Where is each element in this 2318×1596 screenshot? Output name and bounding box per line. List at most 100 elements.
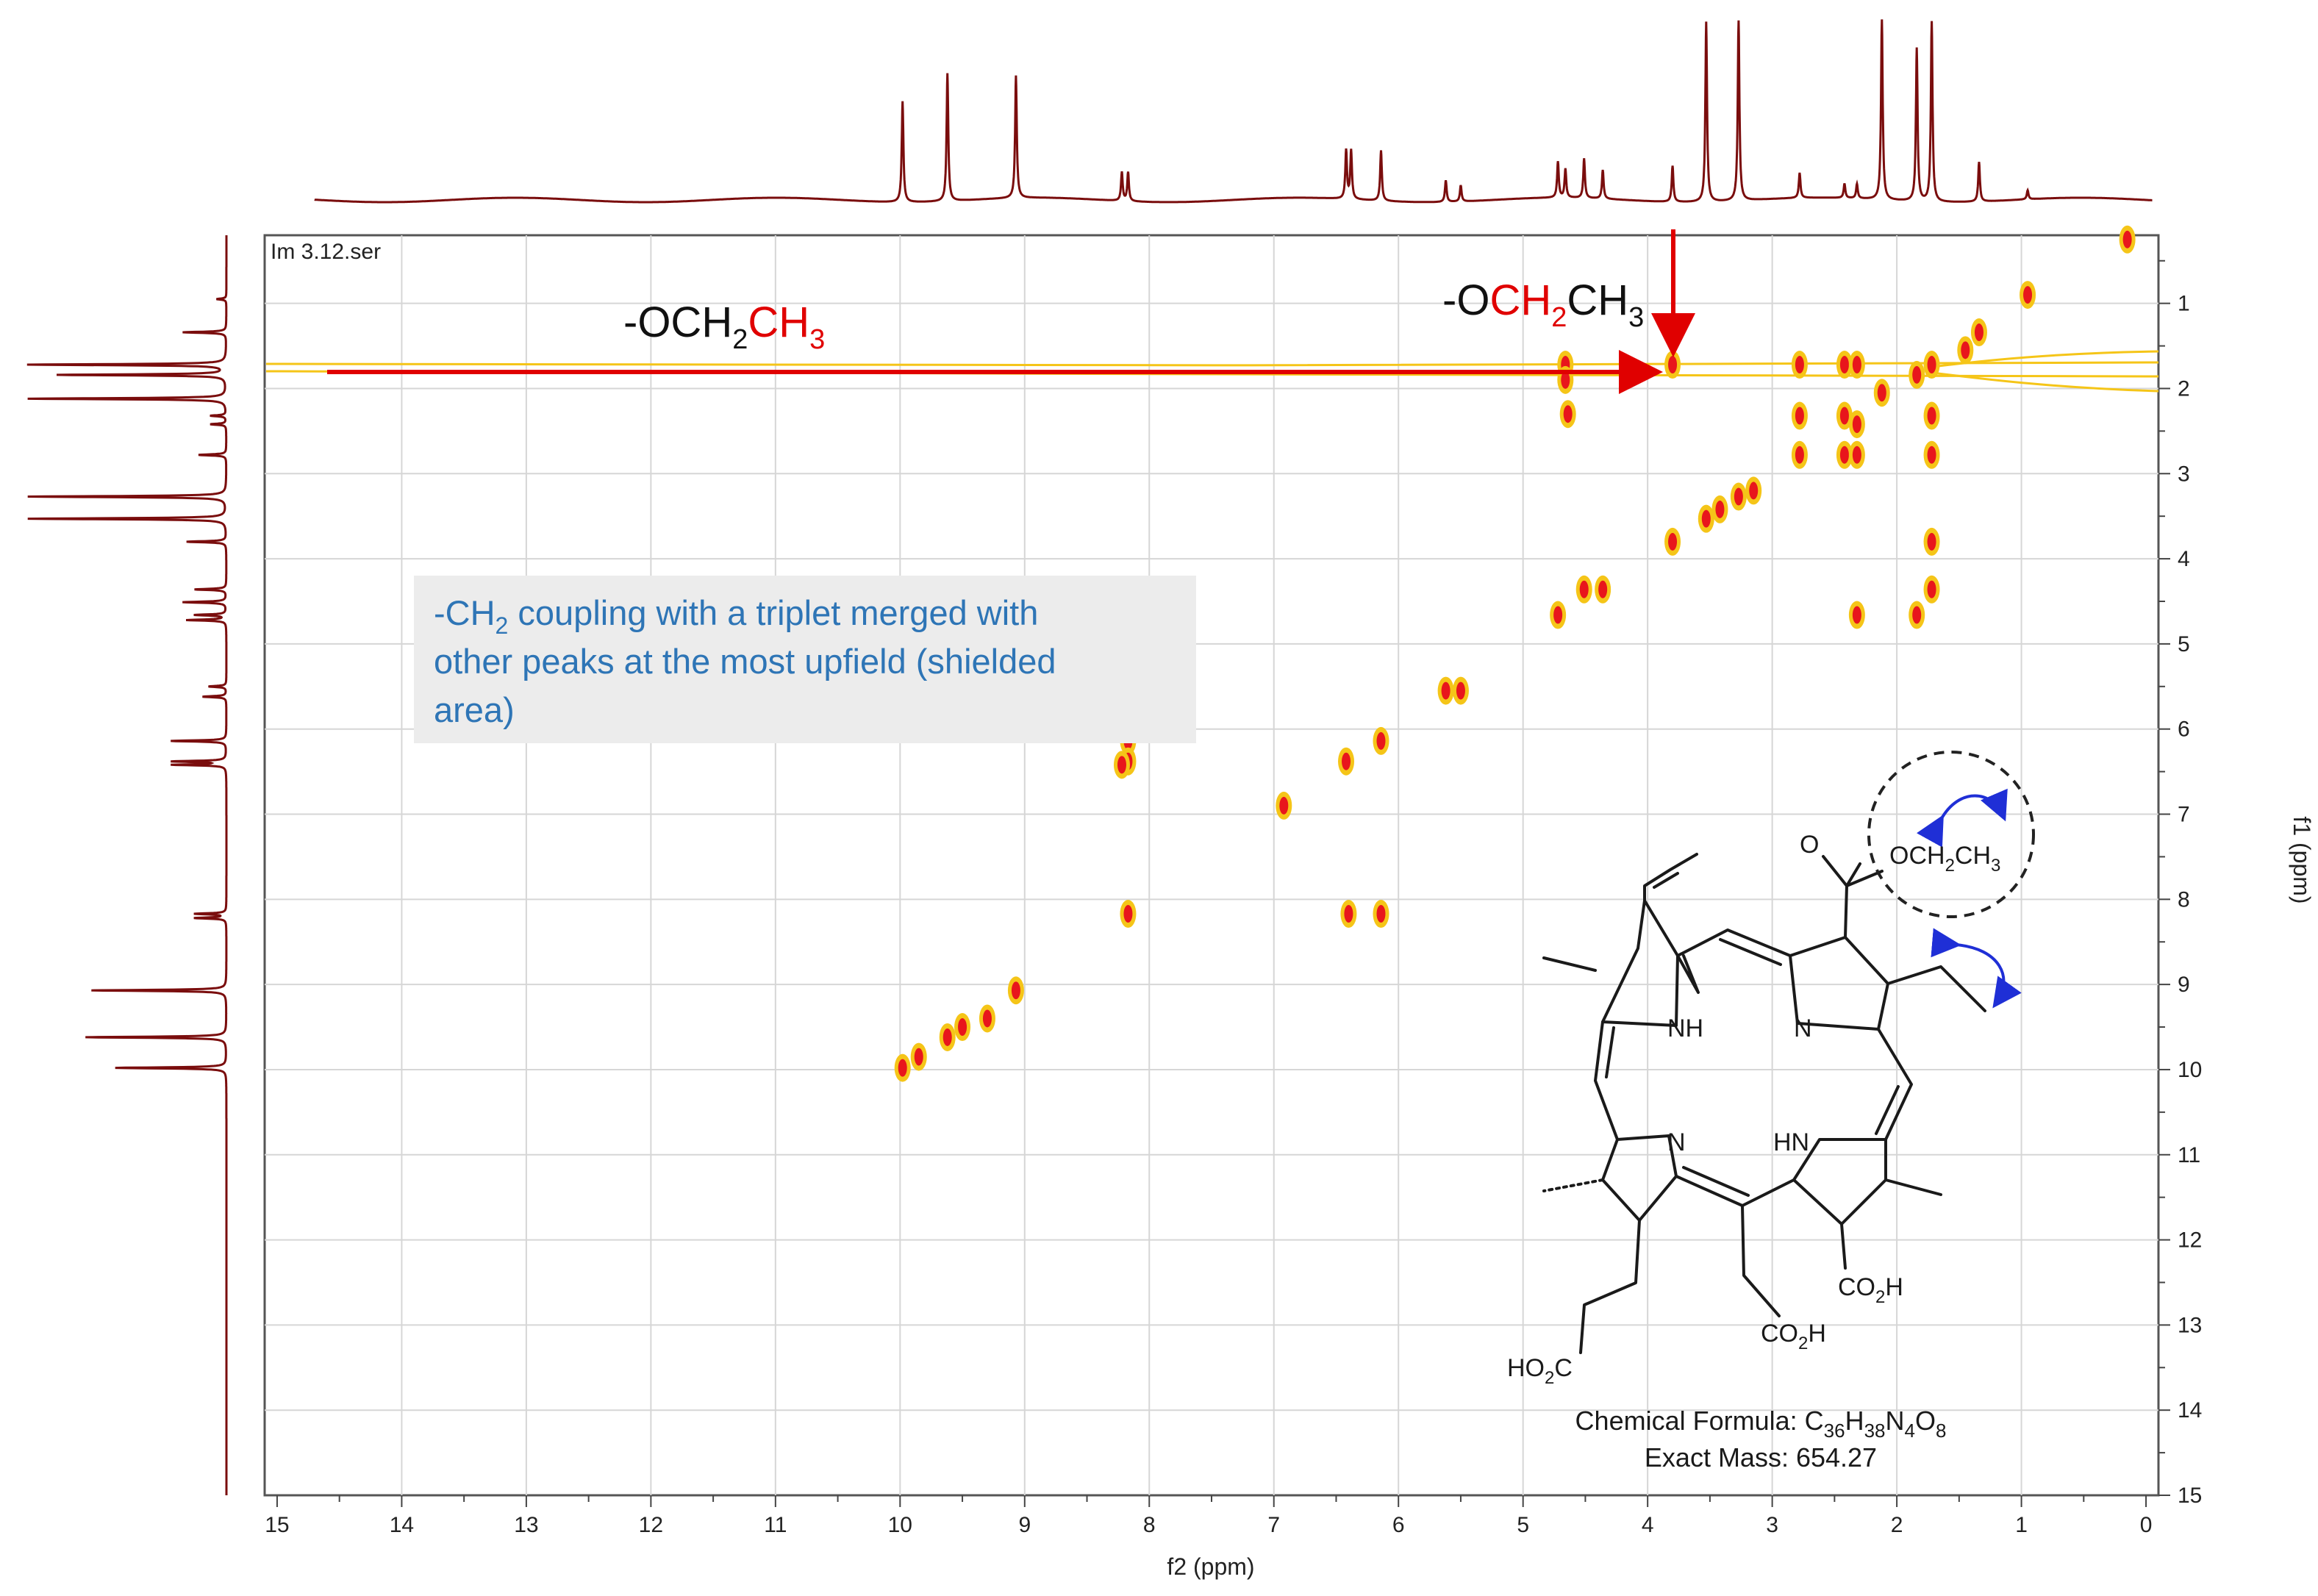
- cross-peak: [2020, 281, 2036, 309]
- label-co2h-middle: CO2H: [1761, 1320, 1826, 1353]
- cross-peak: [1909, 360, 1925, 389]
- cross-peaks-layer: [894, 225, 2136, 1082]
- grid-lines: [265, 235, 2158, 1495]
- x-tick-label: 14: [390, 1513, 414, 1537]
- cross-peak: [1923, 351, 1940, 379]
- y-tick-label: 4: [2178, 547, 2190, 571]
- y-tick-label: 11: [2178, 1143, 2200, 1167]
- cross-peak: [979, 1004, 995, 1033]
- label-nh-top: NH: [1667, 1015, 1703, 1042]
- y-tick-label: 13: [2178, 1313, 2202, 1337]
- label-ho2c: HO2C: [1507, 1354, 1573, 1388]
- cross-peak: [1452, 676, 1469, 705]
- x-tick-label: 3: [1766, 1513, 1778, 1537]
- cross-peak: [1923, 575, 1940, 604]
- cross-peak: [1791, 401, 1808, 430]
- methyl-annotation: -OCH2CH3: [623, 298, 825, 355]
- cross-peak: [1745, 476, 1762, 505]
- cross-peak: [1711, 495, 1728, 523]
- chemical-formula: Chemical Formula: C36H38N4O8: [1575, 1406, 1947, 1442]
- x-tick-label: 8: [1143, 1513, 1156, 1537]
- cross-peak: [954, 1013, 971, 1042]
- cross-peak: [1730, 482, 1747, 511]
- cross-peak: [1437, 676, 1454, 705]
- label-co2h-right: CO2H: [1838, 1273, 1903, 1307]
- y-tick-label: 10: [2178, 1058, 2202, 1082]
- exact-mass: Exact Mass: 654.27: [1645, 1442, 1877, 1472]
- label-hn-bottom: HN: [1773, 1128, 1809, 1156]
- y-tick-label: 6: [2178, 718, 2190, 742]
- cross-peak: [1550, 601, 1567, 629]
- x-tick-label: 0: [2140, 1513, 2153, 1537]
- x-tick-label: 5: [1517, 1513, 1529, 1537]
- y-tick-label: 7: [2178, 803, 2190, 827]
- cross-peak: [1340, 900, 1357, 928]
- chemical-structure: O OCH2CH3 NH N N HN CO2H CO2H HO2C Chemi…: [1507, 751, 2035, 1472]
- x-tick-label: 1: [2015, 1513, 2028, 1537]
- cross-peak: [1848, 351, 1865, 379]
- label-carbonyl-o: O: [1800, 831, 1819, 859]
- cross-peak: [1909, 601, 1925, 629]
- y-axis-title: f1 (ppm): [2289, 816, 2315, 903]
- cross-peak: [1373, 726, 1389, 755]
- x-tick-label: 13: [514, 1513, 538, 1537]
- x-tick-label: 6: [1392, 1513, 1405, 1537]
- cross-peak: [910, 1042, 927, 1071]
- note-box: [414, 576, 1196, 743]
- cross-peak: [1848, 601, 1865, 629]
- y-tick-label: 3: [2178, 462, 2190, 486]
- cross-peak: [1923, 440, 1940, 469]
- x-tick-label: 4: [1642, 1513, 1654, 1537]
- cross-peak: [1373, 900, 1389, 928]
- y-tick-label: 5: [2178, 632, 2190, 656]
- plot-area: [263, 234, 2160, 1497]
- cross-peak: [1873, 379, 1890, 407]
- cross-peak: [1559, 400, 1576, 429]
- cross-peak: [1338, 747, 1355, 776]
- label-ester: OCH2CH3: [1889, 842, 2000, 876]
- cross-peak: [1595, 575, 1611, 604]
- x-axis-title: f2 (ppm): [1167, 1553, 1254, 1580]
- y-tick-label: 14: [2178, 1398, 2202, 1423]
- cross-peak: [1848, 440, 1865, 469]
- cross-peak: [1120, 900, 1137, 928]
- cross-peak: [1575, 575, 1592, 604]
- x-tick-label: 11: [764, 1513, 787, 1537]
- cross-peak: [1836, 351, 1853, 379]
- y-tick-label: 12: [2178, 1228, 2202, 1253]
- cross-peak: [894, 1053, 911, 1082]
- note-line-2: other peaks at the most upfield (shielde…: [434, 642, 1056, 681]
- note-line-3: area): [434, 690, 515, 729]
- cross-peak: [1791, 351, 1808, 379]
- cross-peak: [1276, 791, 1292, 820]
- label-n-top: N: [1794, 1015, 1812, 1042]
- x-axis-ticks: 15 14 13 12 11 10 9 8 7 6 5 4 3 2 1 0: [265, 1495, 2152, 1537]
- y-tick-label: 9: [2178, 973, 2190, 997]
- cross-peak: [1836, 440, 1853, 469]
- label-n-bottom: N: [1667, 1128, 1686, 1156]
- x-tick-label: 12: [639, 1513, 663, 1537]
- note-line-1: -CH2 coupling with a triplet merged with: [434, 593, 1038, 639]
- methylene-annotation: -OCH2CH3: [1442, 276, 1644, 333]
- cross-peak: [1113, 751, 1130, 779]
- cross-peak: [1791, 440, 1808, 469]
- cross-peak: [1923, 527, 1940, 556]
- x-tick-label: 2: [1891, 1513, 1903, 1537]
- cross-peak: [2119, 225, 2136, 254]
- x-tick-label: 9: [1018, 1513, 1031, 1537]
- x-tick-label: 7: [1267, 1513, 1280, 1537]
- y-tick-label: 15: [2178, 1484, 2202, 1508]
- x-tick-label: 15: [265, 1513, 289, 1537]
- cross-peak: [1664, 527, 1681, 556]
- dataset-label: Im 3.12.ser: [271, 240, 381, 264]
- y-tick-label: 1: [2178, 292, 2190, 316]
- top-projection-spectrum: [314, 19, 2153, 204]
- cross-peak: [1970, 318, 1987, 347]
- cross-peak: [1698, 504, 1714, 533]
- left-projection-spectrum: [26, 235, 228, 1495]
- y-tick-label: 8: [2178, 887, 2190, 912]
- y-tick-label: 2: [2178, 376, 2190, 401]
- cross-peak: [1957, 336, 1974, 365]
